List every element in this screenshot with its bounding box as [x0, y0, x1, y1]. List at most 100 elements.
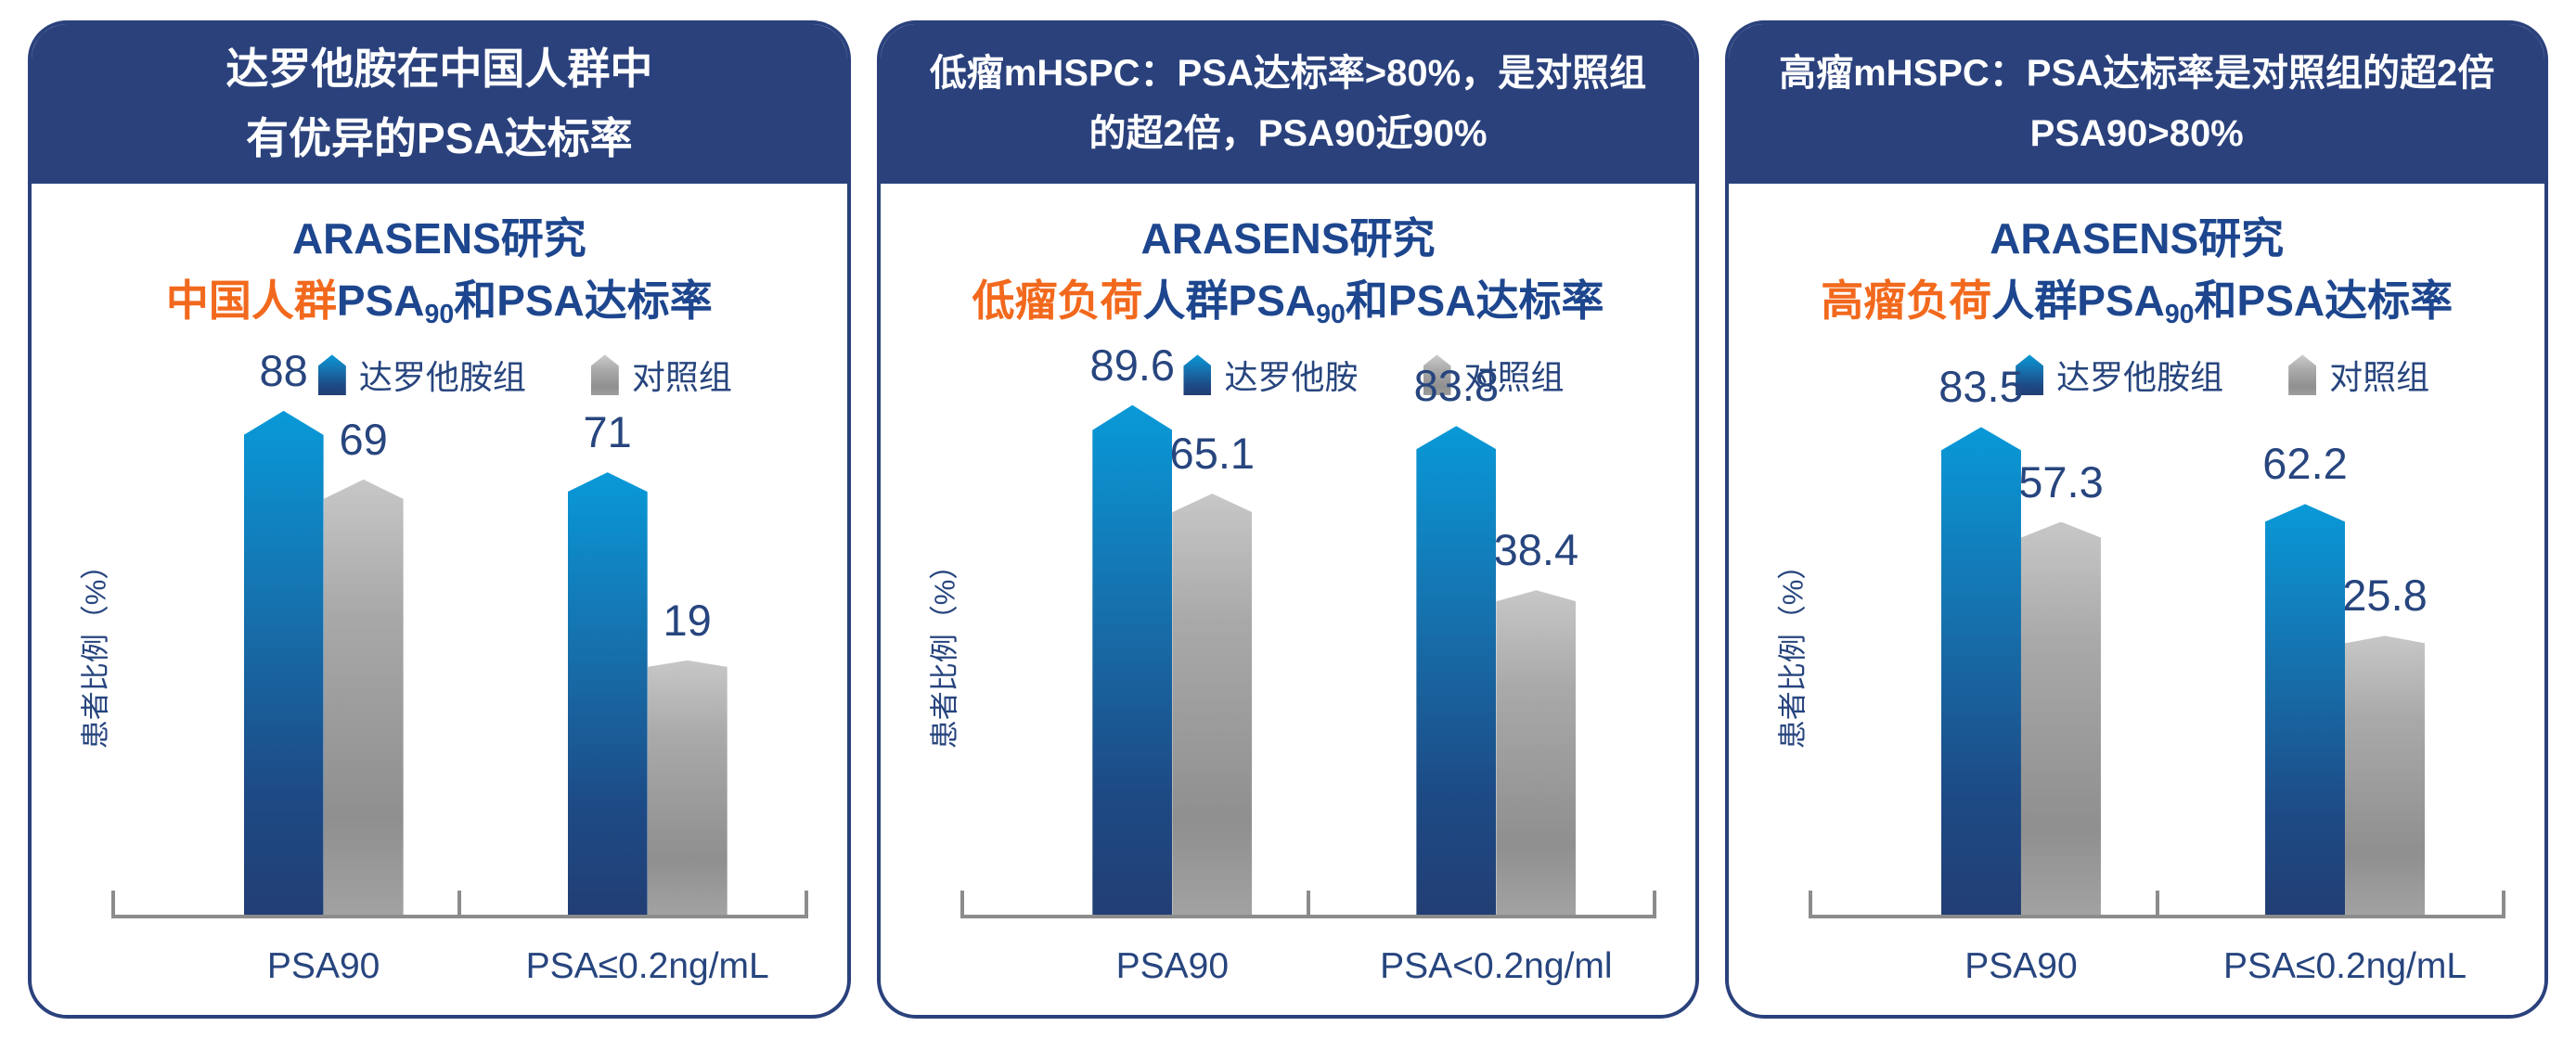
axis-tick: [1653, 891, 1657, 918]
study-title: ARASENS研究: [1990, 214, 2285, 263]
header-line: 高瘤mHSPC：PSA达标率是对照组的超2倍: [1779, 53, 2495, 95]
control-bar: [2345, 635, 2426, 915]
legend-label: 达罗他胺: [1224, 358, 1359, 397]
header-line: PSA90>80%: [2029, 113, 2244, 154]
plot-area: PSA90 PSA≤0.2ng/mL 83.5 57.3 62.2 25.8: [1809, 362, 2506, 986]
control-bar: [1496, 590, 1577, 915]
panel-card-high-volume: 高瘤mHSPC：PSA达标率是对照组的超2倍 PSA90>80% ARASENS…: [1725, 20, 2549, 1019]
psa-subscript: 90: [1316, 299, 1346, 329]
darolutamide-bar: [1940, 427, 2021, 915]
value-label: 89.6: [1089, 340, 1176, 390]
panel-card-china: 达罗他胺在中国人群中 有优异的PSA达标率 ARASENS研究 中国人群PSA9…: [28, 20, 851, 1019]
header-line: 的超2倍，PSA90近90%: [1088, 113, 1488, 154]
category-label: PSA≤0.2ng/mL: [525, 946, 769, 986]
control-bar: [1172, 494, 1253, 915]
panel-header: 高瘤mHSPC：PSA达标率是对照组的超2倍 PSA90>80%: [1729, 24, 2545, 184]
subtitle-text: PSA: [336, 276, 425, 325]
axis-tick: [111, 891, 115, 918]
y-axis-label: 患者比例（%）: [79, 550, 112, 750]
darolutamide-bar: [2265, 504, 2346, 915]
legend-item-darolutamide: 达罗他胺: [1183, 351, 1359, 399]
axis-tick: [1307, 891, 1310, 918]
darolutamide-bar: [567, 472, 648, 915]
legend-item-darolutamide: 达罗他胺组: [317, 351, 526, 399]
legend-item-control: 对照组: [590, 351, 732, 399]
legend-item-darolutamide: 达罗他胺组: [2016, 351, 2223, 399]
value-label: 71: [583, 407, 632, 457]
bar-group: 71 19: [567, 407, 728, 915]
bar-group: 83.5 57.3: [1938, 362, 2104, 915]
category-label: PSA90: [1115, 946, 1230, 986]
darolutamide-bar: [1416, 426, 1497, 915]
subtitle-text: 和PSA达标率: [1345, 276, 1604, 325]
psa-subscript: 90: [424, 299, 455, 329]
darolutamide-bar: [1092, 404, 1173, 915]
axis-tick: [804, 891, 808, 918]
value-label: 69: [339, 414, 388, 464]
panel-body: ARASENS研究 高瘤负荷人群PSA90和PSA达标率 达罗他胺组 对照组 患…: [1729, 184, 2544, 1015]
legend: 达罗他胺 对照组: [881, 350, 1696, 400]
legend-label: 对照组: [2329, 358, 2430, 397]
axis-tick: [960, 891, 964, 918]
value-label: 83.8: [1413, 361, 1500, 411]
chart-subtitle: 低瘤负荷人群PSA90和PSA达标率: [881, 270, 1696, 332]
category-label: PSA<0.2ng/ml: [1380, 946, 1613, 986]
value-label: 19: [663, 595, 712, 645]
value-label: 83.5: [1938, 362, 2024, 412]
axis-tick: [2155, 891, 2159, 918]
header-line: 达罗他胺在中国人群中: [225, 45, 653, 94]
subtitle-text: 和PSA达标率: [2194, 276, 2454, 325]
bar-chart: 患者比例（%） PSA90 PSA≤0.2ng/mL 88 69 71 19: [63, 346, 814, 1007]
bar-group: 89.6 65.1: [1090, 340, 1256, 915]
legend: 达罗他胺组 对照组: [32, 350, 847, 400]
study-title: ARASENS研究: [1140, 214, 1436, 263]
axis-tick: [1809, 891, 1813, 918]
panel-header: 达罗他胺在中国人群中 有优异的PSA达标率: [32, 24, 847, 184]
plot-area: PSA90 PSA≤0.2ng/mL 88 69 71 19: [111, 346, 808, 986]
y-axis-label: 患者比例（%）: [1776, 550, 1810, 750]
value-label: 62.2: [2262, 439, 2348, 489]
header-line: 有优异的PSA达标率: [246, 114, 633, 162]
bar-group: 62.2 25.8: [2262, 439, 2428, 915]
bar-chart: 患者比例（%） PSA90 PSA<0.2ng/ml 89.6 65.1 83.8 3…: [912, 340, 1663, 1007]
panel-header: 低瘤mHSPC：PSA达标率>80%，是对照组 的超2倍，PSA90近90%: [880, 24, 1696, 184]
value-label: 25.8: [2342, 571, 2428, 621]
legend-item-control: 对照组: [2288, 351, 2429, 399]
legend-label: 对照组: [631, 358, 732, 397]
y-axis-label: 患者比例（%）: [928, 550, 961, 750]
study-title: ARASENS研究: [291, 214, 586, 263]
legend-label: 达罗他胺组: [358, 358, 526, 397]
category-label: PSA90: [1964, 946, 2078, 986]
bar-group: 88 69: [243, 346, 404, 915]
category-label: PSA90: [266, 946, 380, 986]
darolutamide-bar: [243, 410, 324, 915]
legend-label: 对照组: [1463, 358, 1565, 397]
value-label: 65.1: [1169, 429, 1256, 479]
value-label: 88: [259, 345, 308, 395]
legend-item-control: 对照组: [1423, 351, 1565, 399]
chart-subtitle: 高瘤负荷人群PSA90和PSA达标率: [1729, 270, 2544, 332]
bar-chart: 患者比例（%） PSA90 PSA≤0.2ng/mL 83.5 57.3 62.2 2…: [1760, 362, 2511, 1007]
control-bar: [647, 660, 728, 915]
bar-group: 83.8 38.4: [1414, 361, 1579, 915]
axis-tick: [457, 891, 462, 918]
axis-tick: [2502, 891, 2506, 918]
subtitle-text: 人群PSA: [1991, 276, 2165, 325]
panel-body: ARASENS研究 中国人群PSA90和PSA达标率 达罗他胺组 对照组 患者比…: [32, 184, 847, 1015]
population-highlight: 中国人群: [165, 276, 337, 325]
population-highlight: 高瘤负荷: [1821, 276, 1992, 325]
legend: 达罗他胺组 对照组: [1729, 350, 2544, 400]
chart-subtitle: 中国人群PSA90和PSA达标率: [32, 270, 847, 332]
psa-subscript: 90: [2164, 299, 2195, 329]
header-line: 低瘤mHSPC：PSA达标率>80%，是对照组: [929, 53, 1647, 95]
value-label: 57.3: [2018, 456, 2104, 507]
panel-body: ARASENS研究 低瘤负荷人群PSA90和PSA达标率 达罗他胺 对照组 患者…: [881, 184, 1696, 1015]
subtitle-text: 和PSA达标率: [454, 276, 713, 325]
population-highlight: 低瘤负荷: [972, 276, 1143, 325]
control-bar: [323, 479, 404, 915]
value-label: 38.4: [1493, 525, 1579, 575]
category-label: PSA≤0.2ng/mL: [2223, 946, 2467, 986]
control-bar: [2020, 521, 2101, 915]
legend-label: 达罗他胺组: [2056, 358, 2224, 397]
panel-card-low-volume: 低瘤mHSPC：PSA达标率>80%，是对照组 的超2倍，PSA90近90% A…: [876, 20, 1700, 1019]
